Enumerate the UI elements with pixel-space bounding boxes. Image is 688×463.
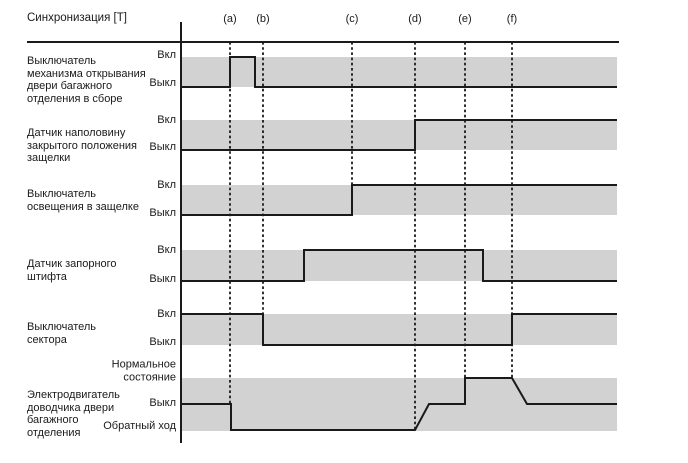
time-marker-label: (a) bbox=[223, 13, 237, 25]
state-label: Обратный ход bbox=[103, 419, 176, 432]
signal-label: Выключатель освещения в защелке bbox=[27, 188, 139, 213]
state-label: Вкл bbox=[157, 243, 176, 256]
state-label: Выкл bbox=[149, 396, 176, 409]
time-marker-label: (c) bbox=[345, 13, 359, 25]
signal-label: Выключатель механизма открывания двери б… bbox=[27, 55, 146, 105]
state-label: Выкл bbox=[149, 140, 176, 153]
state-label: Вкл bbox=[157, 48, 176, 61]
time-marker-label: (d) bbox=[408, 13, 422, 25]
state-label: Вкл bbox=[157, 307, 176, 320]
state-label: Вкл bbox=[157, 113, 176, 126]
waveform bbox=[181, 313, 617, 346]
waveform bbox=[181, 56, 617, 88]
signal-label: Датчик наполовину закрытого положения за… bbox=[27, 127, 137, 164]
waveform bbox=[181, 377, 617, 431]
state-label: Выкл bbox=[149, 206, 176, 219]
timing-band bbox=[181, 314, 617, 345]
signal-label: Электродвигатель доводчика двери багажно… bbox=[27, 389, 120, 439]
state-label: Нормальное состояние bbox=[111, 358, 176, 384]
timing-band bbox=[181, 250, 617, 281]
state-label: Выкл bbox=[149, 335, 176, 348]
time-marker-label: (f) bbox=[506, 13, 518, 25]
waveform bbox=[181, 119, 617, 151]
timing-band bbox=[181, 185, 617, 215]
diagram-title: Синхронизация [T] bbox=[27, 12, 127, 24]
signal-label: Датчик запорного штифта bbox=[27, 258, 117, 283]
state-label: Выкл bbox=[149, 76, 176, 89]
state-label: Вкл bbox=[157, 178, 176, 191]
timing-band bbox=[181, 57, 617, 87]
state-label: Выкл bbox=[149, 272, 176, 285]
waveform bbox=[181, 249, 617, 282]
waveform bbox=[181, 184, 617, 216]
time-marker-label: (b) bbox=[256, 13, 270, 25]
time-marker-label: (e) bbox=[458, 13, 472, 25]
timing-band bbox=[181, 120, 617, 150]
signal-label: Выключатель сектора bbox=[27, 321, 97, 346]
